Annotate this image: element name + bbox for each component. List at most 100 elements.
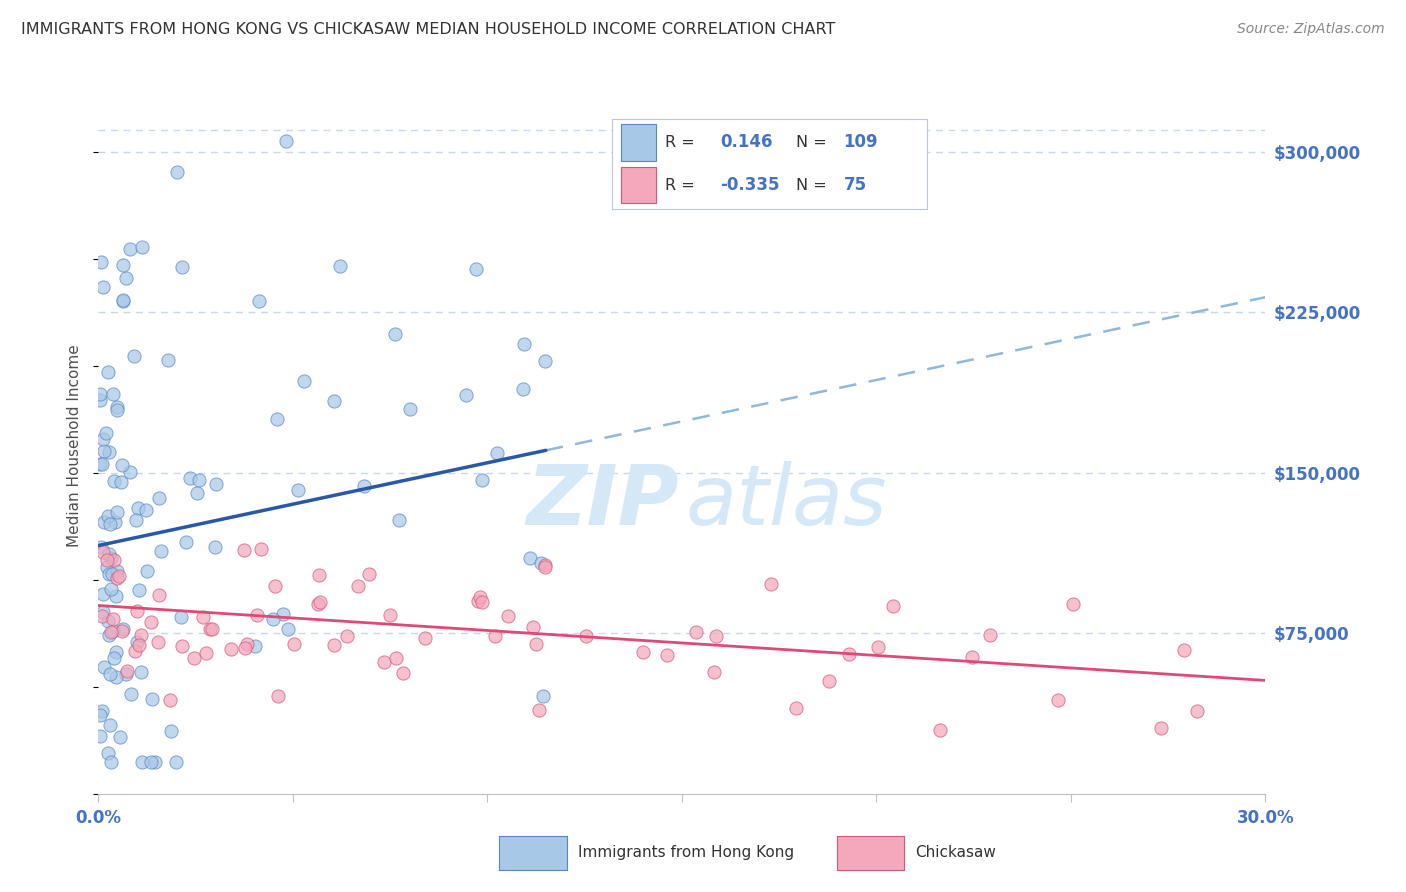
Point <box>243 639 266 653</box>
Point <box>170 609 193 624</box>
Point <box>512 382 534 396</box>
Point <box>655 648 678 662</box>
Point <box>103 474 125 488</box>
Point <box>246 607 269 622</box>
Point <box>103 651 125 665</box>
Text: R =: R = <box>665 178 695 193</box>
Point <box>633 645 655 659</box>
Point <box>531 690 554 704</box>
Point <box>96 553 118 567</box>
Point <box>97 614 120 628</box>
Point <box>91 605 114 619</box>
Point <box>471 473 494 487</box>
Point <box>1062 597 1084 611</box>
Point <box>308 567 330 582</box>
Point <box>89 392 111 407</box>
Point <box>105 571 128 585</box>
Point <box>91 545 114 559</box>
Point <box>484 629 506 643</box>
Point <box>353 479 375 493</box>
Point <box>125 635 148 649</box>
Point <box>139 615 162 630</box>
Point <box>468 590 491 604</box>
Text: N =: N = <box>796 135 827 150</box>
Point <box>97 547 120 561</box>
Text: Chickasaw: Chickasaw <box>915 846 997 860</box>
Point <box>105 401 128 415</box>
Text: 75: 75 <box>844 176 866 194</box>
Point <box>97 746 120 760</box>
Point <box>1150 721 1173 735</box>
Point <box>685 625 707 640</box>
Point <box>373 655 395 669</box>
Point <box>111 294 134 309</box>
Point <box>465 262 488 277</box>
Point <box>91 279 114 293</box>
Point <box>90 255 112 269</box>
Text: Source: ZipAtlas.com: Source: ZipAtlas.com <box>1237 22 1385 37</box>
Point <box>194 646 217 660</box>
Point <box>882 599 904 613</box>
Point <box>204 540 226 554</box>
Point <box>277 622 299 636</box>
Point <box>104 515 127 529</box>
Point <box>413 632 436 646</box>
Point <box>496 609 519 624</box>
Point <box>110 731 132 745</box>
Point <box>89 729 111 743</box>
Point <box>200 622 222 636</box>
Point <box>165 755 187 769</box>
Point <box>97 509 120 524</box>
Point <box>96 560 118 574</box>
Point <box>93 515 115 529</box>
Point <box>135 564 157 578</box>
Point <box>486 446 509 460</box>
Point <box>104 645 127 659</box>
Point <box>399 401 422 416</box>
Point <box>267 690 290 704</box>
Point <box>141 755 163 769</box>
Point <box>148 588 170 602</box>
Point <box>378 608 401 623</box>
Point <box>170 260 193 274</box>
Point <box>329 259 352 273</box>
Point <box>236 637 259 651</box>
Point <box>125 513 148 527</box>
Point <box>526 637 548 651</box>
Point <box>101 387 124 401</box>
Point <box>100 582 122 596</box>
Point <box>105 505 128 519</box>
Point <box>250 542 273 557</box>
Point <box>98 445 121 459</box>
Point <box>307 598 329 612</box>
Point <box>98 718 121 732</box>
Point <box>186 485 208 500</box>
Point <box>704 629 727 643</box>
Text: IMMIGRANTS FROM HONG KONG VS CHICKASAW MEDIAN HOUSEHOLD INCOME CORRELATION CHART: IMMIGRANTS FROM HONG KONG VS CHICKASAW M… <box>21 22 835 37</box>
Point <box>131 240 153 254</box>
Point <box>519 550 541 565</box>
Bar <box>621 124 657 161</box>
Point <box>346 578 368 592</box>
Point <box>785 701 807 715</box>
Point <box>159 693 181 707</box>
Text: R =: R = <box>665 135 695 150</box>
Point <box>98 628 121 642</box>
Point <box>534 354 557 368</box>
Point <box>89 386 111 401</box>
Point <box>91 587 114 601</box>
Point <box>117 664 139 678</box>
Point <box>929 723 952 737</box>
Point <box>111 458 134 473</box>
Point <box>534 558 557 573</box>
Point <box>111 624 134 639</box>
Point <box>172 640 194 654</box>
Y-axis label: Median Household Income: Median Household Income <box>67 344 83 548</box>
Point <box>128 583 150 598</box>
Point <box>179 471 201 485</box>
Point <box>97 566 120 581</box>
Point <box>103 612 125 626</box>
Point <box>323 638 346 652</box>
Point <box>219 642 242 657</box>
Point <box>129 665 152 680</box>
